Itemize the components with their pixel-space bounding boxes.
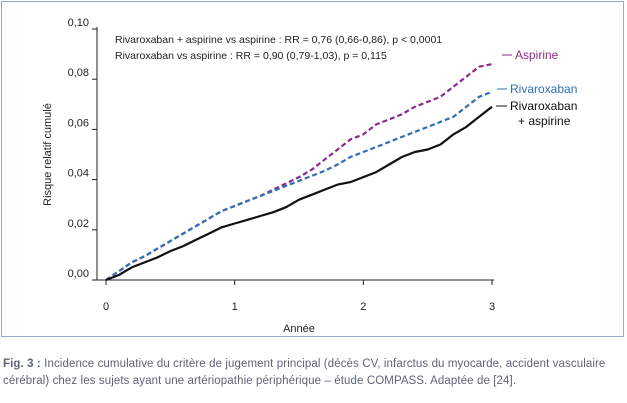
caption-text: Incidence cumulative du critère de jugem… [3, 358, 606, 387]
series-label: Rivaroxaban [510, 82, 577, 96]
y-tick-label: 0,04 [68, 168, 89, 180]
annotation-text: Rivaroxaban + aspirine vs aspirine : RR … [115, 34, 442, 46]
x-axis-title: Année [283, 323, 315, 335]
y-tick-label: 0,10 [68, 17, 89, 29]
chart-labels: 0,00 0,02 0,04 0,06 0,08 0,10 0 1 2 3 Année Risque … [42, 17, 577, 335]
series-label: Aspirine [515, 48, 559, 62]
series-line [105, 63, 493, 281]
series-lines [105, 63, 493, 282]
series-label: Rivaroxaban [510, 99, 577, 113]
y-tick-label: 0,06 [68, 117, 89, 129]
axes [92, 27, 512, 285]
annotation-text: Rivaroxaban vs aspirine : RR = 0,90 (0,7… [115, 50, 387, 62]
series-line [105, 90, 493, 281]
y-tick-label: 0,08 [68, 67, 89, 79]
y-tick-label: 0,00 [68, 268, 89, 280]
line-chart: 0,00 0,02 0,04 0,06 0,08 0,10 0 1 2 3 Année Risque … [42, 17, 577, 335]
x-tick-label: 0 [103, 301, 109, 313]
series-line [105, 105, 493, 282]
x-tick-label: 2 [360, 301, 366, 313]
x-tick-label: 3 [489, 301, 495, 313]
y-tick-label: 0,02 [68, 218, 89, 230]
caption-label: Fig. 3 : [3, 358, 41, 370]
x-tick-label: 1 [232, 301, 238, 313]
y-axis-title: Risque relatif cumulé [42, 103, 54, 206]
figure-frame: 0,00 0,02 0,04 0,06 0,08 0,10 0 1 2 3 Année Risque … [1, 1, 624, 337]
figure-caption: Fig. 3 : Incidence cumulative du critère… [3, 356, 623, 390]
series-label: + aspirine [518, 114, 571, 128]
